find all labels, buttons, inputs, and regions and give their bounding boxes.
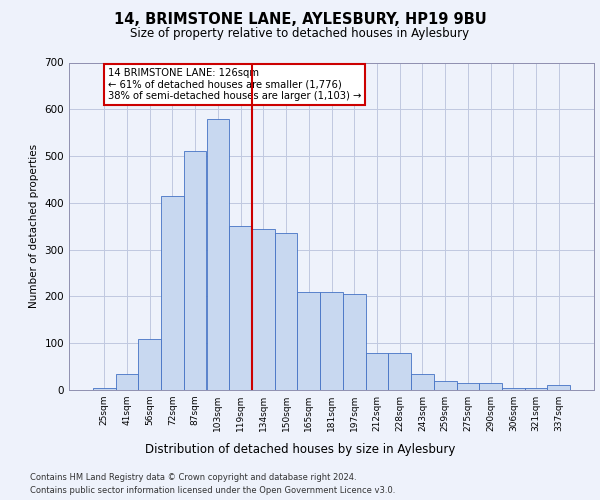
Bar xyxy=(161,196,184,390)
Bar xyxy=(139,338,161,390)
Bar xyxy=(457,383,479,390)
Bar xyxy=(502,388,524,390)
Bar xyxy=(252,228,275,390)
Text: Contains HM Land Registry data © Crown copyright and database right 2024.: Contains HM Land Registry data © Crown c… xyxy=(30,472,356,482)
Bar xyxy=(343,294,365,390)
Bar xyxy=(479,383,502,390)
Bar xyxy=(229,226,252,390)
Bar xyxy=(320,292,343,390)
Text: Size of property relative to detached houses in Aylesbury: Size of property relative to detached ho… xyxy=(130,28,470,40)
Bar xyxy=(547,386,570,390)
Bar xyxy=(116,374,139,390)
Bar xyxy=(388,352,411,390)
Bar xyxy=(184,152,206,390)
Text: Contains public sector information licensed under the Open Government Licence v3: Contains public sector information licen… xyxy=(30,486,395,495)
Bar xyxy=(93,388,116,390)
Bar xyxy=(524,388,547,390)
Bar xyxy=(275,234,298,390)
Bar xyxy=(365,352,388,390)
Text: 14, BRIMSTONE LANE, AYLESBURY, HP19 9BU: 14, BRIMSTONE LANE, AYLESBURY, HP19 9BU xyxy=(113,12,487,28)
Bar xyxy=(411,374,434,390)
Text: 14 BRIMSTONE LANE: 126sqm
← 61% of detached houses are smaller (1,776)
38% of se: 14 BRIMSTONE LANE: 126sqm ← 61% of detac… xyxy=(107,68,361,102)
Bar xyxy=(434,380,457,390)
Text: Distribution of detached houses by size in Aylesbury: Distribution of detached houses by size … xyxy=(145,442,455,456)
Bar xyxy=(298,292,320,390)
Bar xyxy=(206,118,229,390)
Y-axis label: Number of detached properties: Number of detached properties xyxy=(29,144,39,308)
